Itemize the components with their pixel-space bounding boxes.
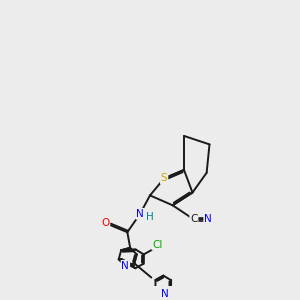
Text: N: N — [122, 261, 129, 271]
Text: S: S — [161, 173, 167, 183]
Text: N: N — [136, 209, 144, 219]
Text: C: C — [190, 214, 198, 224]
Text: O: O — [101, 218, 110, 228]
Text: H: H — [146, 212, 154, 222]
Text: N: N — [161, 289, 168, 298]
Text: Cl: Cl — [152, 240, 163, 250]
Text: N: N — [204, 214, 212, 224]
